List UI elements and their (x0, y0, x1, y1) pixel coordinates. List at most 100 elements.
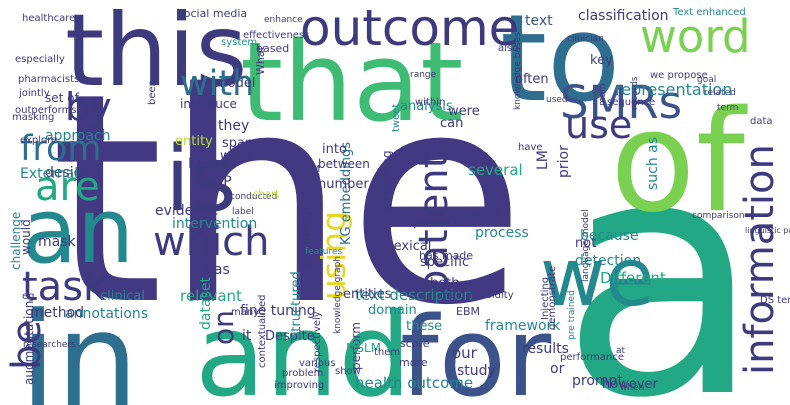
word-knowledge-graph: knowledge graph (333, 256, 343, 334)
word-design: design (45, 165, 91, 181)
word-conducted: conducted (230, 192, 277, 202)
word-has: has (205, 262, 230, 278)
word-a: a (560, 86, 762, 405)
word-with: with (180, 64, 254, 104)
word-healthcare: healthcare (22, 13, 75, 24)
word-used: used (546, 95, 568, 105)
word-smrs: SMRs (560, 76, 682, 129)
word-both: both (430, 276, 460, 291)
word-perform: perform (349, 322, 363, 370)
word-information: information (737, 144, 783, 375)
word-kg-embeddings: KG embeddings (339, 142, 354, 245)
word-between: between (318, 157, 370, 171)
word-outcome: outcome (300, 0, 519, 57)
word-injecting: Injecting (540, 277, 551, 320)
word-text-description: text description (355, 286, 473, 304)
word-text-enhanced: Text enhanced (672, 7, 746, 18)
word-we-propose: we propose (650, 70, 708, 81)
word-multimorbidity: multimorbidity (440, 290, 514, 301)
word-different: Different (600, 269, 666, 287)
word-demonstrate: demonstrate (547, 266, 558, 330)
word-work: work (470, 206, 505, 222)
word-introduce: introduce (180, 97, 237, 111)
word-that: that (240, 18, 463, 146)
word-identifying: identifying (380, 150, 394, 214)
word-when: when (620, 383, 644, 393)
word-it: it (242, 328, 252, 344)
word-an: an (22, 179, 134, 284)
word-tweet: tweet (391, 104, 402, 132)
word-augmentation: augmentation (22, 301, 36, 385)
word-outperforms: outperforms (15, 105, 77, 116)
word-related: related (704, 88, 736, 98)
word-especially: especially (15, 54, 65, 65)
word-where: where (220, 149, 260, 164)
word-based: based (256, 42, 289, 55)
word-have: have (518, 142, 543, 153)
word-results: results (522, 341, 569, 357)
word-annotations: annotations (65, 306, 148, 322)
word-would: would (19, 219, 33, 255)
word-this: this (65, 0, 247, 109)
word-pre-trained: pre trained (567, 290, 577, 340)
word-structured: Structured (289, 271, 304, 340)
word-more: more (399, 356, 428, 369)
word-detection: detection (575, 253, 641, 269)
word-nlp: NLP (205, 174, 232, 190)
word-evidence: evidence (155, 203, 218, 219)
word-however: however (602, 377, 659, 392)
word-comparison: comparison (692, 211, 745, 221)
word-they: they (218, 118, 249, 134)
word-on: on (207, 310, 240, 345)
word-method: method (30, 305, 84, 321)
word-many: many (231, 307, 259, 318)
word-prior: prior (556, 145, 572, 178)
word-range: range (410, 70, 437, 80)
word-label: label (232, 207, 254, 217)
word-performance: performance (560, 352, 624, 363)
word-practice: practice (413, 215, 462, 229)
word-lm: LM (535, 150, 551, 170)
word-various: various (299, 358, 336, 369)
word-linguistic-pattern: linguistic pattern (745, 226, 790, 235)
word-ebm: EBM (456, 305, 480, 318)
word-health-outcome: health outcome (355, 374, 473, 392)
word-contextualized: contextualized (257, 295, 268, 368)
word-language-model: language model (581, 209, 591, 282)
word-jointly: jointly (18, 88, 50, 99)
word-which: which (153, 219, 270, 265)
word-approach: approach (45, 128, 111, 144)
word-from: from (20, 129, 101, 169)
word-system: system (221, 37, 257, 48)
word-improving: improving (274, 380, 324, 391)
word-mslm: MSLM (346, 341, 381, 355)
word-been: been (147, 80, 158, 105)
word-chart: chart (253, 189, 279, 200)
word-records: records (630, 76, 640, 110)
word-because: because (580, 228, 639, 244)
word-clinician: clinician (567, 34, 604, 44)
word-effectiveness: effectiveness (243, 30, 309, 41)
word-framework: framework (485, 318, 561, 334)
word-mask: mask (38, 234, 77, 250)
word-the: the (50, 32, 526, 369)
word-explore: explore (20, 135, 57, 146)
word-main: main (598, 84, 608, 107)
word-them: them (374, 347, 400, 358)
word-respectively: respectively (312, 311, 323, 372)
word-these: these (406, 319, 442, 334)
word-to: to (500, 0, 620, 129)
word-external: External (20, 166, 78, 182)
word-set-of: set of (45, 91, 79, 105)
word-knowledge-bases: knowledge bases (513, 32, 523, 110)
word-clinical: clinical (100, 289, 145, 304)
word-term: term (717, 103, 738, 113)
word-representation: representation (615, 80, 732, 99)
word-problem: problem (282, 368, 323, 379)
word-goal: goal (697, 75, 716, 85)
word-not: not (575, 236, 596, 251)
word-key: key (590, 53, 613, 68)
word-classification: classification (578, 8, 669, 24)
word-kg: KG (188, 156, 208, 172)
